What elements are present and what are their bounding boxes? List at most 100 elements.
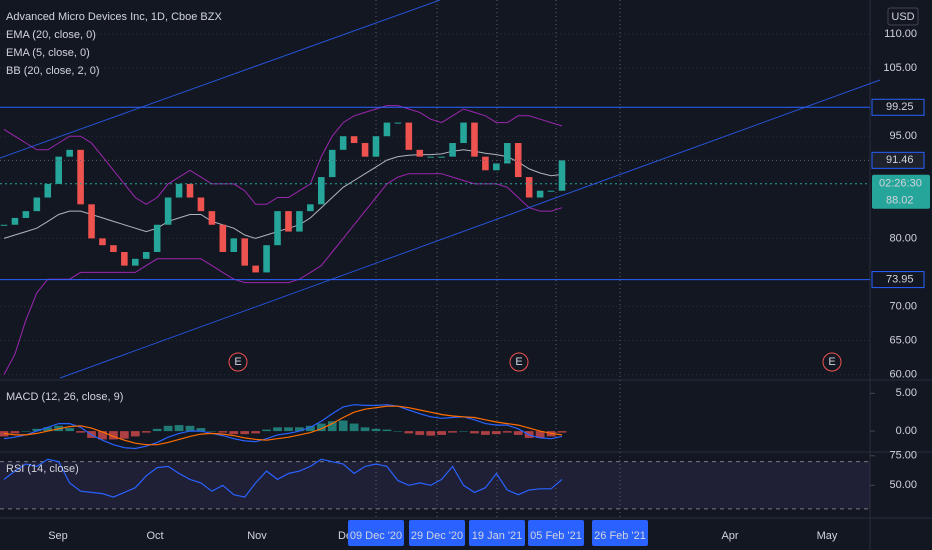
x-tick-label: 19 Jan '21 <box>472 530 522 542</box>
candle-body <box>558 160 566 191</box>
candle-body <box>55 156 62 184</box>
candle-body <box>416 149 424 157</box>
candle-body <box>394 122 402 124</box>
x-tick-label: Oct <box>146 530 163 542</box>
x-tick-label: 26 Feb '21 <box>594 530 646 542</box>
macd-histogram-bar <box>10 431 20 434</box>
candle-body <box>482 156 489 171</box>
candle-body <box>208 211 216 225</box>
candle-body <box>460 122 467 144</box>
x-tick-label: Nov <box>247 530 267 542</box>
candle-body <box>449 143 456 157</box>
macd-histogram-bar <box>448 431 457 433</box>
macd-histogram-bar <box>240 431 250 435</box>
candle-body <box>339 136 347 150</box>
indicator-label: EMA (5, close, 0) <box>6 47 90 59</box>
chart-title: Advanced Micro Devices Inc, 1D, Cboe BZX <box>6 11 222 23</box>
date-label-box <box>409 520 465 546</box>
candle-body <box>142 252 150 259</box>
macd-histogram-bar <box>43 427 53 432</box>
macd-histogram-bar <box>65 428 75 432</box>
candle-body <box>296 211 303 232</box>
candle-body <box>318 177 325 205</box>
macd-histogram-bar <box>284 427 293 432</box>
candle-body <box>372 136 380 157</box>
countdown-box <box>872 174 930 209</box>
plot <box>0 0 870 518</box>
candle-body <box>121 252 128 266</box>
candle-body <box>514 143 522 178</box>
macd-histogram-bar <box>513 431 523 435</box>
rsi-title: RSI (14, close) <box>6 463 79 475</box>
candle-body <box>0 224 8 226</box>
candle-body <box>153 224 161 252</box>
indicator-label: EMA (20, close, 0) <box>6 29 96 41</box>
x-tick-label: Sep <box>48 530 68 542</box>
currency-box[interactable] <box>887 7 919 26</box>
earnings-marker[interactable] <box>822 352 842 372</box>
macd-histogram-bar <box>327 421 337 432</box>
price-label: 91.46 <box>886 154 914 166</box>
macd-histogram-bar <box>21 431 31 432</box>
date-label-box <box>528 520 584 546</box>
x-tick-label: 09 Dec '20 <box>350 530 402 542</box>
macd-histogram-bar <box>76 431 85 433</box>
macd-histogram-bar <box>426 431 436 436</box>
candle-body <box>471 122 478 157</box>
macd-line <box>3 404 563 450</box>
macd-histogram-bar <box>152 428 162 432</box>
level-label: 73.95 <box>886 273 914 285</box>
candle-body <box>132 258 139 266</box>
macd-histogram-bar <box>130 431 140 437</box>
rsi-line <box>3 458 563 498</box>
macd-histogram-bar <box>481 431 490 435</box>
earnings-label: E <box>515 356 522 368</box>
trend-line <box>59 79 881 379</box>
macd-histogram-bar <box>360 427 370 432</box>
y-tick-label: 75.00 <box>889 450 917 462</box>
y-tick-label: 0.00 <box>896 425 917 437</box>
candle-body <box>175 183 183 198</box>
macd-histogram-bar <box>32 428 42 432</box>
candle-body <box>197 197 205 212</box>
y-tick-label: 5.00 <box>896 387 917 399</box>
macd-histogram-bar <box>273 427 282 432</box>
bb-upper <box>3 105 563 205</box>
y-tick-label: 80.00 <box>889 232 917 244</box>
x-tick-label: May <box>817 530 838 542</box>
currency: USD <box>891 11 914 23</box>
y-tick-label: 110.00 <box>884 28 917 40</box>
macd-histogram-bar <box>229 431 239 435</box>
macd-histogram-bar <box>185 425 195 432</box>
macd-histogram-bar <box>174 425 184 432</box>
candle-body <box>361 143 369 157</box>
macd-histogram-bar <box>404 431 414 434</box>
date-label-box <box>592 520 648 546</box>
candle-body <box>99 238 106 246</box>
candle-body <box>66 149 73 157</box>
bb-lower <box>3 173 563 375</box>
candle-body <box>88 204 95 239</box>
candle-body <box>493 163 500 171</box>
level-label-box <box>871 98 925 116</box>
macd-histogram-bar <box>557 431 567 433</box>
macd-histogram-bar <box>163 425 173 432</box>
candle-body <box>383 122 391 137</box>
macd-histogram-bar <box>218 431 228 433</box>
x-tick-label: 05 Feb '21 <box>530 530 582 542</box>
candle-body <box>11 217 19 225</box>
candle-body <box>186 183 194 198</box>
candle-body <box>328 149 336 178</box>
macd-histogram-bar <box>196 428 206 432</box>
macd-histogram-bar <box>207 431 217 432</box>
earnings-marker[interactable] <box>228 352 248 372</box>
macd-histogram-bar <box>470 431 479 434</box>
macd-histogram-bar <box>305 425 315 432</box>
candle-body <box>427 156 434 158</box>
date-label-box <box>469 520 525 546</box>
earnings-marker[interactable] <box>509 352 529 372</box>
earnings-label: E <box>234 356 241 368</box>
macd-histogram-bar <box>415 431 425 435</box>
macd-histogram-bar <box>349 423 359 432</box>
